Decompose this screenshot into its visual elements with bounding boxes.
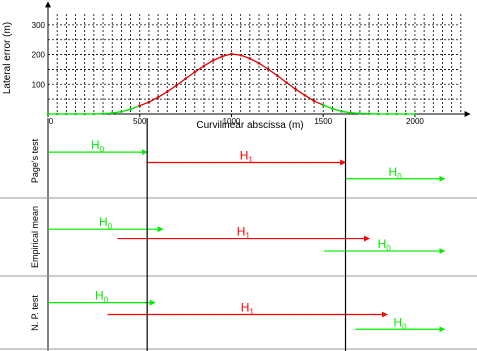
x-axis-label: Curvilinear abscissa (m) [196, 120, 303, 131]
hypothesis-label: H0 [378, 237, 392, 253]
row-label: Page's test [30, 138, 40, 183]
data-point [46, 112, 50, 116]
data-point [395, 112, 398, 116]
lateral-error-plot: 0 500 1000 1500 2000 100 200 300 Curvilinear ab… [2, 1, 471, 131]
plot-series [46, 52, 417, 116]
x-tick-label: 1500 [314, 117, 332, 126]
data-point [138, 104, 142, 107]
data-point [193, 70, 197, 74]
data-point [156, 96, 160, 99]
data-point [266, 67, 270, 71]
data-point [184, 77, 187, 80]
data-point [175, 84, 178, 87]
data-point [230, 52, 233, 56]
data-point [367, 112, 371, 116]
hypothesis-label: H0 [389, 165, 403, 181]
data-point [276, 74, 279, 77]
hypothesis-label: H1 [241, 300, 255, 316]
x-tick-label: 0 [49, 117, 54, 126]
hypothesis-label: H0 [393, 315, 407, 331]
y-tick-label: 300 [32, 21, 46, 30]
data-point [376, 112, 380, 116]
data-point [321, 103, 325, 107]
data-point [358, 112, 362, 115]
data-point [294, 88, 297, 91]
data-point [257, 61, 261, 65]
data-point [55, 112, 59, 116]
plot-grid [48, 14, 462, 114]
data-point [221, 55, 224, 58]
data-point [248, 57, 252, 60]
data-point [101, 112, 105, 116]
x-tick-label: 500 [133, 117, 147, 126]
timeline-row: Page's test H0 H1 H0 [30, 138, 446, 183]
data-point [211, 59, 215, 62]
data-point [386, 112, 389, 116]
hypothesis-label: H0 [91, 138, 105, 154]
y-axis-label: Lateral error (m) [2, 22, 13, 94]
data-point [303, 93, 307, 97]
hypothesis-label: H1 [237, 225, 251, 241]
hypothesis-label: H1 [240, 148, 254, 164]
x-tick-label: 2000 [406, 117, 424, 126]
data-point [239, 53, 242, 57]
data-point [147, 100, 151, 104]
data-point [312, 99, 316, 103]
data-point [331, 107, 334, 110]
data-point [285, 81, 288, 84]
hypothesis-label: H0 [99, 215, 113, 231]
data-point [65, 112, 68, 116]
timeline-row: Empirical mean H0 H1 H0 [30, 206, 446, 268]
y-tick-label: 200 [32, 51, 46, 60]
data-point [110, 111, 114, 115]
data-point [92, 112, 96, 116]
y-tick-label: 100 [32, 80, 46, 89]
row-label: Empirical mean [30, 206, 40, 268]
x-tick-label: 1000 [223, 117, 241, 126]
data-point [404, 112, 408, 116]
timeline-row: N. P. test H0 H1 H0 [30, 289, 446, 333]
data-point [120, 110, 123, 113]
data-point [202, 64, 206, 68]
data-point [129, 107, 132, 111]
data-point [165, 90, 169, 94]
data-point [340, 110, 343, 113]
data-point [349, 111, 353, 115]
plot-ticks: 0 500 1000 1500 2000 100 200 300 [32, 21, 425, 126]
data-point [74, 112, 77, 116]
hypothesis-label: H0 [95, 289, 109, 305]
row-label: N. P. test [30, 295, 40, 331]
data-point [413, 112, 417, 116]
data-point [83, 112, 86, 116]
